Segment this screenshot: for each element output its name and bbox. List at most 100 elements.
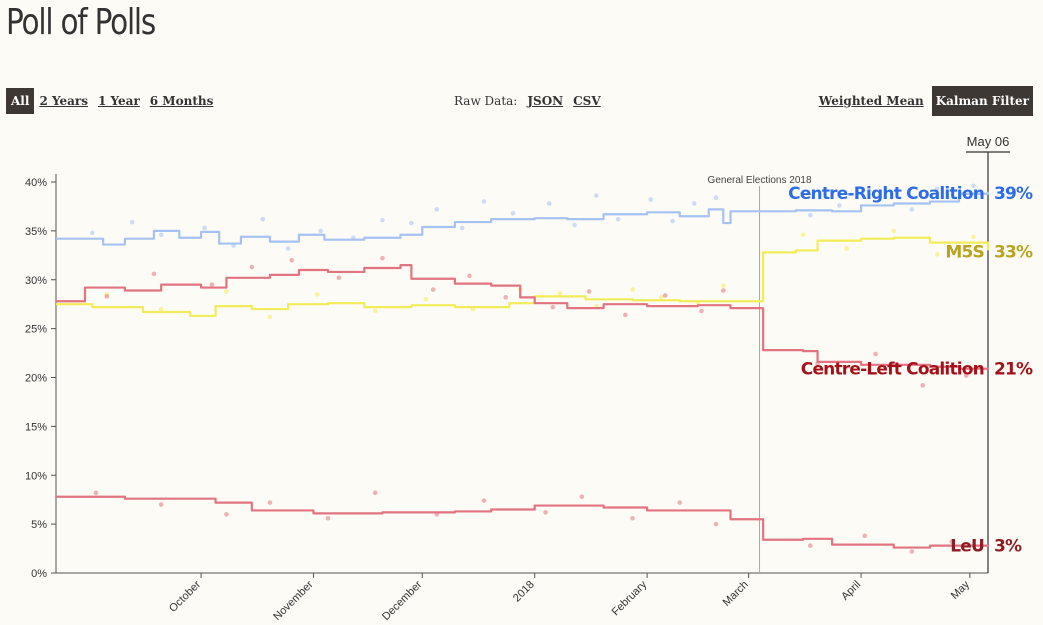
poll-point	[630, 287, 635, 292]
page-title: Poll of Polls	[6, 2, 156, 43]
series-value-label: 3%	[994, 537, 1022, 557]
poll-point	[289, 257, 295, 263]
poll-point	[720, 283, 726, 288]
poll-point	[557, 291, 563, 296]
poll-point	[380, 255, 385, 261]
poll-point	[699, 308, 704, 314]
series-centre-right-coalition	[56, 183, 990, 251]
poll-point	[372, 308, 378, 314]
poll-point	[934, 252, 940, 257]
tab-6-months[interactable]: 6 Months	[149, 94, 214, 108]
poll-point	[971, 183, 976, 189]
poll-point	[844, 246, 849, 251]
poll-point	[543, 510, 548, 515]
tab-1-year[interactable]: 1 Year	[97, 94, 140, 108]
poll-point	[800, 232, 806, 238]
series-value-label: 21%	[994, 360, 1033, 380]
poll-point	[129, 219, 135, 225]
poll-point	[873, 351, 878, 357]
series-value-label: 33%	[994, 242, 1033, 262]
csv-link[interactable]: CSV	[573, 94, 601, 108]
poll-point	[430, 287, 436, 292]
poll-point	[648, 197, 654, 202]
poll-point	[808, 212, 813, 218]
poll-point	[594, 193, 599, 198]
tab-all[interactable]: All	[6, 88, 35, 114]
poll-point	[662, 293, 668, 298]
tab-kalman-filter[interactable]: Kalman Filter	[931, 86, 1033, 116]
poll-point	[202, 225, 207, 231]
poll-point	[423, 297, 429, 302]
poll-point	[249, 264, 255, 270]
poll-point	[314, 292, 320, 297]
poll-point	[546, 201, 552, 206]
poll-point	[949, 539, 955, 545]
tab-weighted-mean[interactable]: Weighted Mean	[818, 94, 924, 108]
series-m5s	[56, 228, 990, 320]
poll-point	[325, 515, 331, 521]
y-tick-label: 20%	[25, 373, 47, 385]
poll-point	[267, 500, 273, 505]
y-tick-label: 0%	[31, 568, 47, 580]
time-range-tabs: All 2 Years 1 Year 6 Months	[6, 88, 218, 114]
y-tick-label: 10%	[25, 470, 47, 482]
poll-point	[615, 216, 621, 222]
series-label: Centre-Left Coalition	[801, 360, 984, 380]
poll-point	[586, 289, 592, 294]
poll-point	[691, 201, 697, 206]
json-link[interactable]: JSON	[527, 94, 564, 108]
poll-point	[318, 228, 324, 234]
poll-point	[481, 498, 487, 503]
poll-point	[510, 210, 516, 216]
poll-point	[572, 222, 577, 228]
poll-point	[336, 275, 342, 281]
x-tick-label: February	[610, 578, 650, 618]
poll-point	[93, 490, 99, 496]
poll-point	[285, 246, 291, 251]
poll-point	[372, 490, 378, 496]
election-marker-label: General Elections 2018	[708, 175, 812, 186]
poll-point	[267, 314, 273, 320]
poll-point	[862, 533, 868, 539]
y-tick-label: 30%	[25, 275, 47, 287]
poll-point	[104, 294, 110, 299]
poll-point	[837, 203, 842, 208]
poll-point	[467, 273, 472, 279]
y-tick-label: 15%	[25, 421, 47, 433]
poll-point	[876, 195, 882, 200]
x-tick-label: March	[721, 579, 751, 609]
x-tick-label: December	[380, 578, 425, 623]
y-tick-label: 25%	[25, 324, 47, 336]
raw-data-links: Raw Data: JSON CSV	[454, 94, 601, 108]
poll-point	[971, 234, 976, 240]
trend-line	[56, 191, 990, 246]
poll-point	[459, 225, 465, 231]
poll-point	[380, 217, 385, 223]
poll-point	[409, 220, 414, 226]
poll-point	[713, 195, 719, 200]
trend-line	[56, 495, 990, 549]
poll-point	[434, 207, 440, 212]
poll-point	[89, 230, 95, 236]
y-tick-label: 35%	[25, 226, 47, 238]
poll-point	[963, 373, 969, 378]
series-leu	[56, 490, 990, 554]
poll-point	[909, 549, 915, 554]
series-label: M5S	[945, 242, 984, 262]
poll-point	[713, 521, 719, 527]
tab-2-years[interactable]: 2 Years	[39, 94, 88, 108]
series-value-label: 39%	[994, 184, 1033, 204]
poll-point	[481, 199, 487, 204]
series-centre-left-coalition	[56, 255, 990, 388]
y-tick-label: 5%	[31, 519, 47, 531]
poll-point	[891, 228, 897, 234]
poll-point	[158, 306, 164, 312]
trend-line	[56, 263, 990, 370]
x-tick-label: May	[949, 578, 973, 602]
poll-point	[503, 295, 508, 300]
poll-point	[550, 304, 556, 310]
poll-point	[909, 207, 915, 212]
poll-point	[224, 289, 229, 294]
poll-point	[209, 282, 215, 287]
